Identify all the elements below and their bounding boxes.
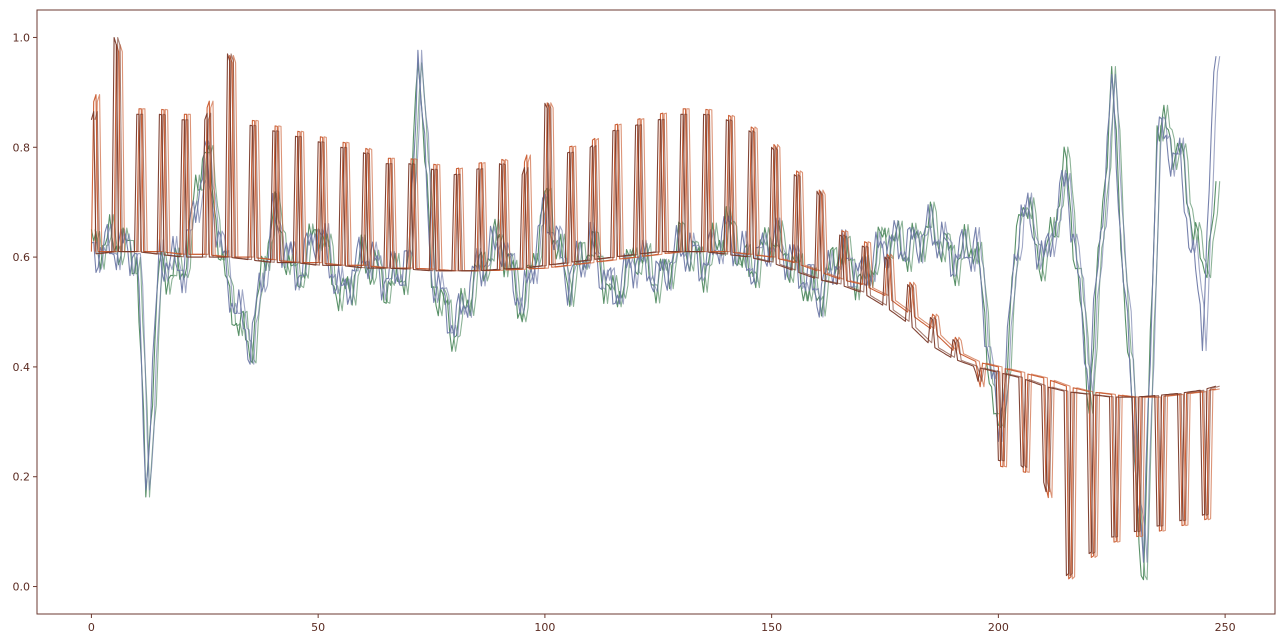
y-tick-label: 0.4 [13,361,31,374]
series-orange [90,44,1217,580]
y-tick-label: 0.0 [13,581,31,594]
plot-frame [36,9,1276,615]
y-tick-label: 0.6 [13,251,31,264]
series-green [90,62,1217,581]
series-dark-red-echo [94,36,1220,577]
x-axis: 0 50 100 150 200 250 [88,614,1236,634]
y-axis: 0.0 0.2 0.4 0.6 0.8 1.0 [13,31,37,594]
y-tick-label: 0.2 [13,471,31,484]
x-tick-label: 200 [988,621,1009,634]
x-tick-label: 0 [88,621,95,634]
x-tick-label: 50 [311,621,325,634]
x-tick-label: 250 [1215,621,1236,634]
y-tick-label: 1.0 [13,31,31,44]
series-layer [90,36,1221,581]
x-tick-label: 100 [534,621,555,634]
series-green-echo [94,62,1221,581]
y-tick-label: 0.8 [13,141,31,154]
series-orange-echo [94,44,1220,580]
series-blue-echo [94,49,1221,563]
x-tick-label: 150 [761,621,782,634]
